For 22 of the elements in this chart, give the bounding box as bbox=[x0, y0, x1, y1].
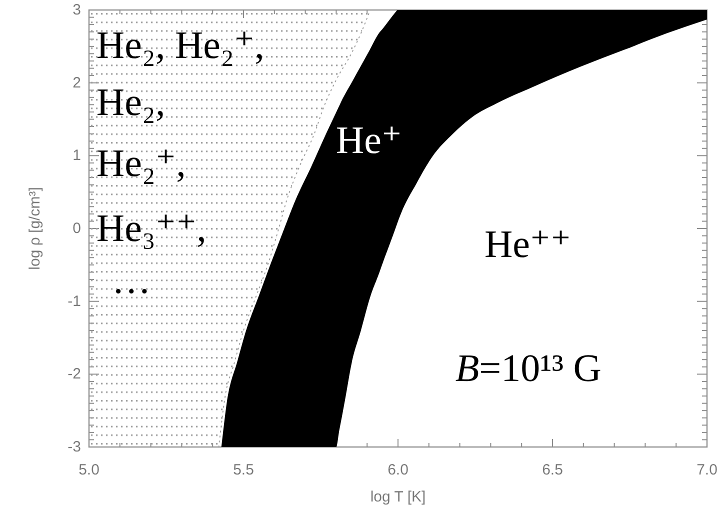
annotation: He₂, He₂⁺, bbox=[96, 24, 264, 68]
x-axis-title: log T [K] bbox=[370, 488, 426, 506]
y-tick-label: -3 bbox=[68, 438, 81, 456]
annotation: He₂, bbox=[96, 80, 166, 124]
x-tick-label: 6.5 bbox=[542, 462, 563, 478]
annotation: He⁺ bbox=[336, 118, 402, 162]
x-tick-label: 5.5 bbox=[233, 462, 254, 478]
y-tick-label: 0 bbox=[72, 220, 81, 237]
annotation: B=10¹³ G bbox=[455, 347, 602, 390]
annotation: … bbox=[112, 259, 151, 302]
y-tick-label: 3 bbox=[72, 2, 81, 18]
x-tick-label: 5.0 bbox=[78, 462, 100, 478]
annotation: He₂⁺, bbox=[96, 142, 186, 186]
x-tick-label: 7.0 bbox=[696, 462, 718, 478]
y-axis-title: log ρ [g/cm³] bbox=[26, 187, 44, 270]
annotation: He₃⁺⁺, bbox=[96, 207, 206, 250]
x-tick-label: 6.0 bbox=[388, 462, 408, 478]
y-tick-label: 1 bbox=[72, 147, 81, 164]
annotation: He⁺⁺ bbox=[484, 222, 572, 266]
y-tick-label: 2 bbox=[72, 74, 81, 92]
y-tick-label: -1 bbox=[68, 292, 81, 310]
y-tick-label: -2 bbox=[68, 366, 81, 383]
